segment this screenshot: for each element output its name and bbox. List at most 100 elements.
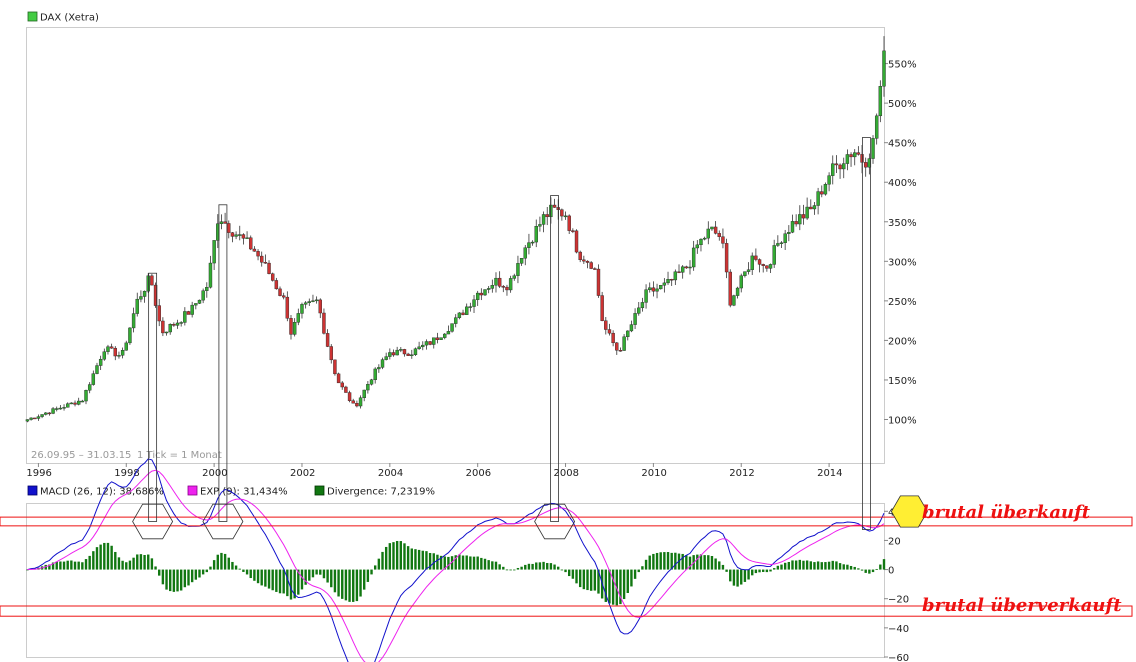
price-panel [26, 27, 885, 464]
divergence-bar [55, 561, 58, 570]
divergence-bar [381, 551, 384, 570]
divergence-bar [520, 566, 523, 570]
candle-up [124, 342, 128, 351]
candle-down [109, 346, 114, 349]
divergence-bar [838, 563, 842, 570]
candle-down [754, 255, 758, 260]
candle-up [450, 323, 454, 332]
divergence-bar [875, 568, 878, 570]
divergence-bar [84, 559, 88, 570]
divergence-bar [813, 562, 816, 570]
price-tick-label: 150% [888, 376, 917, 387]
candle-down [713, 226, 718, 234]
divergence-bar [487, 560, 490, 570]
divergence-bar [535, 562, 538, 570]
divergence-bar [476, 556, 479, 570]
candle-up [827, 175, 831, 185]
candle-down [607, 329, 612, 334]
divergence-bar [578, 569, 582, 588]
candle-down [267, 262, 271, 274]
candle-up [812, 205, 817, 210]
divergence-bar [860, 569, 864, 571]
divergence-bar [513, 569, 516, 571]
macd-y-axis: 40200−20−40−60 [884, 507, 909, 662]
divergence-bar [253, 569, 256, 581]
candle-down [849, 154, 853, 158]
divergence-bar [293, 569, 296, 599]
divergence-bar [780, 564, 783, 570]
peak-hexagon [534, 503, 576, 540]
divergence-bar [505, 569, 509, 571]
divergence-bar [882, 559, 886, 570]
divergence-bar [725, 569, 728, 572]
candle-up [691, 247, 696, 268]
x-tick-label: 2010 [641, 468, 666, 479]
divergence-bar [377, 558, 381, 570]
divergence-bar [729, 569, 732, 582]
candle-down [333, 359, 337, 375]
candle-up [483, 289, 487, 296]
divergence-bar [458, 554, 461, 570]
divergence-bar [824, 562, 827, 570]
candle-up [816, 191, 820, 206]
divergence-bar [439, 555, 443, 570]
price-tick-label: 450% [888, 139, 917, 150]
candle-up [421, 344, 425, 348]
divergence-bar [128, 560, 132, 570]
candle-down [578, 251, 582, 261]
candle-up [245, 237, 249, 239]
candle-up [768, 264, 773, 269]
x-tick-label: 2008 [554, 468, 579, 479]
candle-down [684, 266, 689, 269]
candle-up [732, 295, 736, 306]
divergence-bar [857, 568, 860, 570]
candle-down [765, 265, 769, 269]
x-tick-label: 1998 [114, 468, 139, 479]
candle-up [629, 324, 634, 332]
divergence-bar [670, 552, 673, 570]
divergence-bar [179, 569, 183, 591]
divergence-bar [586, 569, 589, 591]
divergence-bar [223, 553, 227, 570]
divergence-bar [81, 562, 84, 570]
divergence-bar [436, 554, 439, 570]
divergence-bar [421, 550, 424, 570]
candle-up [534, 226, 538, 243]
candle-up [842, 163, 846, 170]
divergence-bar [249, 569, 252, 579]
candle-up [882, 50, 886, 87]
candle-up [779, 242, 784, 244]
candle-up [439, 337, 443, 340]
price-tick-label: 200% [888, 336, 917, 347]
divergence-bar [110, 545, 113, 570]
divergence-bar [747, 569, 750, 580]
divergence-bar [260, 569, 263, 586]
candle-up [530, 241, 535, 244]
candle-down [479, 292, 484, 296]
divergence-bar [849, 565, 853, 570]
x-tick-label: 2000 [202, 468, 227, 479]
candle-down [593, 268, 597, 270]
candle-up [175, 322, 180, 326]
candle-up [659, 285, 663, 290]
divergence-bar [88, 555, 91, 570]
divergence-bar [417, 549, 421, 570]
candle-down [794, 221, 798, 225]
divergence-bar [158, 569, 161, 576]
divergence-bar [99, 544, 102, 570]
divergence-bar [732, 569, 736, 586]
candle-down [820, 191, 824, 195]
candle-up [36, 416, 41, 419]
candle-down [73, 402, 77, 405]
candle-up [457, 312, 462, 318]
divergence-bar [571, 569, 575, 579]
divergence-bar [593, 569, 597, 591]
candle-up [508, 278, 513, 291]
divergence-bar [220, 552, 223, 570]
candle-up [366, 384, 370, 391]
peak-markers [132, 137, 928, 540]
candle-up [699, 238, 703, 246]
candle-up [388, 352, 392, 357]
divergence-bar [611, 569, 615, 605]
